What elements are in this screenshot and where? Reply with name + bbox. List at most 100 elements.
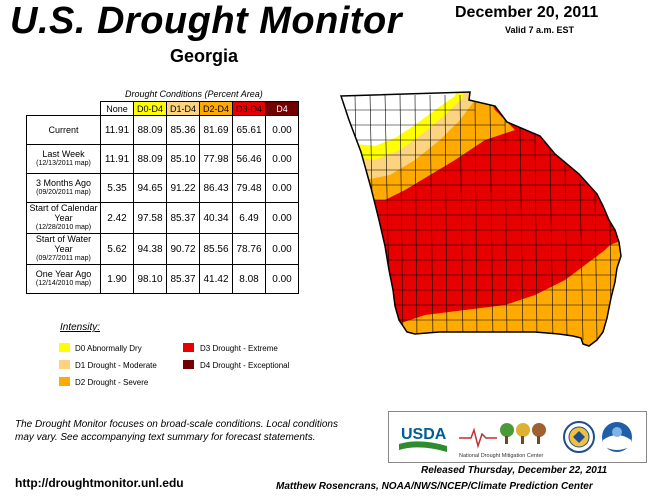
- state-name: Georgia: [170, 46, 239, 66]
- table-cell: 0.00: [265, 233, 299, 265]
- table-cell: 0.00: [265, 264, 299, 294]
- table-cell: 98.10: [133, 264, 167, 294]
- row-label-text: One Year Ago: [35, 269, 92, 279]
- legend-swatch: [183, 360, 194, 369]
- usda-logo-text: USDA: [401, 426, 447, 443]
- legend-label: D0 Abnormally Dry: [75, 344, 142, 353]
- row-sublabel: (12/28/2010 map): [35, 224, 92, 231]
- table-cell: 94.65: [133, 173, 167, 203]
- legend-label: D2 Drought - Severe: [75, 378, 149, 387]
- no-drought-area: [341, 92, 463, 146]
- row-label: 3 Months Ago (09/20/2011 map): [26, 173, 101, 203]
- legend-swatch: [59, 377, 70, 386]
- table-cell: 0.00: [265, 202, 299, 234]
- table-cell: 6.49: [232, 202, 266, 234]
- row-label-text: Last Week: [42, 149, 85, 159]
- row-label: Start of Calendar Year (12/28/2010 map): [26, 202, 101, 234]
- table-cell: 0.00: [265, 115, 299, 145]
- table-cell: 2.42: [100, 202, 134, 234]
- table-corner: [27, 102, 101, 116]
- d2-drought-area-coast: [590, 235, 621, 310]
- table-cell: 88.09: [133, 115, 167, 145]
- table-cell: 78.76: [232, 233, 266, 265]
- table-cell: 11.91: [100, 144, 134, 174]
- row-sublabel: (09/27/2011 map): [36, 255, 91, 262]
- legend-label: D4 Drought - Exceptional: [200, 361, 290, 370]
- state-border: [339, 91, 622, 347]
- table-row: Start of Water Year (09/27/2011 map) 5.62 9…: [26, 233, 299, 265]
- table-cell: 85.37: [166, 202, 200, 234]
- table-row: Start of Calendar Year (12/28/2010 map) 2.…: [26, 202, 299, 234]
- row-label: Current: [26, 115, 101, 145]
- table-cell: 0.00: [265, 144, 299, 174]
- row-label: Start of Water Year (09/27/2011 map): [26, 233, 101, 265]
- drought-areas: [341, 92, 621, 346]
- tree-icon: [500, 423, 514, 437]
- row-label-text: Current: [48, 125, 79, 135]
- column-header: D3-D4: [232, 101, 266, 116]
- table-cell: 85.56: [199, 233, 233, 265]
- table-row: Current 11.91 88.09 85.36 81.69 65.61 0.00: [26, 115, 299, 145]
- table-cell: 1.90: [100, 264, 134, 294]
- commerce-seal-icon: [563, 421, 595, 453]
- website-link[interactable]: http://droughtmonitor.unl.edu: [15, 476, 184, 490]
- valid-time: Valid 7 a.m. EST: [505, 25, 575, 35]
- ndmc-line-icon: [459, 427, 497, 449]
- author-credit: Matthew Rosencrans, NOAA/NWS/NCEP/Climat…: [276, 481, 593, 492]
- table-cell: 40.34: [199, 202, 233, 234]
- county-lines: [345, 94, 621, 341]
- table-cell: 79.48: [232, 173, 266, 203]
- table-cell: 90.72: [166, 233, 200, 265]
- table-cell: 77.98: [199, 144, 233, 174]
- column-header: D0-D4: [133, 101, 167, 116]
- ndmc-logo-text: National Drought Mitigation Center: [459, 453, 544, 459]
- usda-swoosh-icon: [399, 441, 447, 452]
- georgia-drought-map: [339, 91, 622, 347]
- drought-conditions-table: None D0-D4 D1-D4 D2-D4 D3-D4 D4 Current 11.91 8…: [26, 101, 299, 294]
- row-label-text: Start of Water Year: [35, 234, 92, 254]
- usda-logo: USDA: [399, 426, 447, 452]
- table-cell: 94.38: [133, 233, 167, 265]
- table-cell: 41.42: [199, 264, 233, 294]
- legend-swatch: [59, 360, 70, 369]
- row-sublabel: (09/20/2011 map): [36, 189, 91, 196]
- table-cell: 8.08: [232, 264, 266, 294]
- table-cell: 97.58: [133, 202, 167, 234]
- table-cell: 86.43: [199, 173, 233, 203]
- table-row: One Year Ago (12/14/2010 map) 1.90 98.10 85.…: [26, 264, 299, 294]
- table-cell: 65.61: [232, 115, 266, 145]
- table-cell: 91.22: [166, 173, 200, 203]
- map-date: December 20, 2011: [455, 4, 599, 21]
- legend-label: D1 Drought - Moderate: [75, 361, 157, 370]
- row-sublabel: (12/14/2010 map): [35, 280, 92, 287]
- table-cell: 81.69: [199, 115, 233, 145]
- row-label: One Year Ago (12/14/2010 map): [26, 264, 101, 294]
- table-row: Last Week (12/13/2011 map) 11.91 88.09 85.10…: [26, 144, 299, 174]
- table-cell: 11.91: [100, 115, 134, 145]
- column-header: None: [100, 101, 134, 116]
- legend-swatch: [183, 343, 194, 352]
- row-sublabel: (12/13/2011 map): [36, 160, 91, 167]
- map-title: U.S. Drought Monitor: [10, 0, 403, 42]
- column-header: D2-D4: [199, 101, 233, 116]
- release-date: Released Thursday, December 22, 2011: [421, 465, 608, 476]
- noaa-seal-icon: [602, 422, 632, 452]
- column-header: D1-D4: [166, 101, 200, 116]
- table-cell: 0.00: [265, 173, 299, 203]
- table-header-row: None D0-D4 D1-D4 D2-D4 D3-D4 D4: [27, 101, 299, 116]
- tree-icon-3: [532, 423, 546, 437]
- table-cell: 85.10: [166, 144, 200, 174]
- partner-logos: USDA National Drought Mitigation Center: [399, 421, 632, 459]
- legend-title: Intensity:: [60, 322, 101, 333]
- table-cell: 85.36: [166, 115, 200, 145]
- footer-note: The Drought Monitor focuses on broad-sca…: [15, 419, 338, 443]
- table-cell: 56.46: [232, 144, 266, 174]
- row-label-text: 3 Months Ago: [35, 178, 92, 188]
- table-cell: 88.09: [133, 144, 167, 174]
- column-header: D4: [265, 101, 299, 116]
- table-cell: 85.37: [166, 264, 200, 294]
- table-cell: 5.35: [100, 173, 134, 203]
- row-label: Last Week (12/13/2011 map): [26, 144, 101, 174]
- logos-box: USDA National Drought Mitigation Center: [388, 411, 647, 463]
- row-label-text: Start of Calendar Year: [29, 203, 98, 223]
